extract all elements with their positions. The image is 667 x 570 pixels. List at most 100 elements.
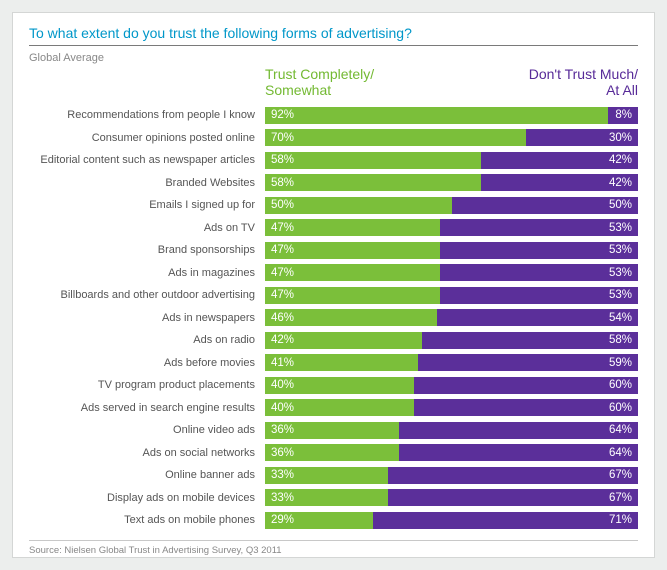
row-label: Brand sponsorships: [29, 244, 265, 256]
stacked-bar: 47%53%: [265, 264, 638, 281]
chart-row: Ads in newspapers46%54%: [29, 307, 638, 330]
column-headers: Trust Completely/Somewhat Don't Trust Mu…: [29, 66, 638, 98]
bar-segment-trust: 40%: [265, 377, 414, 394]
stacked-bar: 50%50%: [265, 197, 638, 214]
row-label: Text ads on mobile phones: [29, 514, 265, 526]
bar-segment-trust: 41%: [265, 354, 418, 371]
source-text: Source: Nielsen Global Trust in Advertis…: [29, 540, 638, 556]
bar-segment-trust: 92%: [265, 107, 608, 124]
row-label: Billboards and other outdoor advertising: [29, 289, 265, 301]
bar-segment-trust: 36%: [265, 422, 399, 439]
stacked-bar: 47%53%: [265, 219, 638, 236]
bar-segment-notrust: 42%: [481, 174, 638, 191]
bar-segment-trust: 58%: [265, 152, 481, 169]
bar-segment-notrust: 8%: [608, 107, 638, 124]
stacked-bar: 58%42%: [265, 174, 638, 191]
bar-segment-trust: 33%: [265, 489, 388, 506]
bar-segment-trust: 50%: [265, 197, 452, 214]
chart-card: To what extent do you trust the followin…: [12, 12, 655, 558]
stacked-bar: 92%8%: [265, 107, 638, 124]
bar-segment-notrust: 53%: [440, 287, 638, 304]
chart-row: Ads on radio42%58%: [29, 329, 638, 352]
row-label: Ads served in search engine results: [29, 402, 265, 414]
bar-segment-notrust: 53%: [440, 242, 638, 259]
stacked-bar: 47%53%: [265, 287, 638, 304]
stacked-bar: 33%67%: [265, 467, 638, 484]
row-label: Editorial content such as newspaper arti…: [29, 154, 265, 166]
row-label: Emails I signed up for: [29, 199, 265, 211]
row-label: Ads in newspapers: [29, 312, 265, 324]
bar-segment-trust: 47%: [265, 242, 440, 259]
stacked-bar: 58%42%: [265, 152, 638, 169]
chart-row: Billboards and other outdoor advertising…: [29, 284, 638, 307]
chart-row: Text ads on mobile phones29%71%: [29, 509, 638, 532]
chart-title: To what extent do you trust the followin…: [29, 25, 638, 46]
row-label: Online video ads: [29, 424, 265, 436]
bar-segment-notrust: 71%: [373, 512, 638, 529]
bar-segment-trust: 46%: [265, 309, 437, 326]
bar-segment-notrust: 54%: [437, 309, 638, 326]
row-label: Consumer opinions posted online: [29, 132, 265, 144]
row-label: Ads before movies: [29, 357, 265, 369]
bar-segment-trust: 70%: [265, 129, 526, 146]
chart-row: Ads in magazines47%53%: [29, 262, 638, 285]
bar-segment-trust: 36%: [265, 444, 399, 461]
chart-subtitle: Global Average: [29, 52, 638, 64]
bar-segment-notrust: 67%: [388, 467, 638, 484]
chart-row: Ads on social networks36%64%: [29, 442, 638, 465]
bar-segment-notrust: 60%: [414, 377, 638, 394]
header-trust: Trust Completely/Somewhat: [265, 66, 498, 98]
bar-segment-trust: 58%: [265, 174, 481, 191]
chart-row: Ads served in search engine results40%60…: [29, 397, 638, 420]
chart-rows: Recommendations from people I know92%8%C…: [29, 104, 638, 532]
bar-segment-notrust: 53%: [440, 219, 638, 236]
row-label: Display ads on mobile devices: [29, 492, 265, 504]
stacked-bar: 46%54%: [265, 309, 638, 326]
chart-row: Online video ads36%64%: [29, 419, 638, 442]
bar-segment-notrust: 64%: [399, 422, 638, 439]
row-label: Online banner ads: [29, 469, 265, 481]
stacked-bar: 29%71%: [265, 512, 638, 529]
chart-row: Consumer opinions posted online70%30%: [29, 127, 638, 150]
row-label: Ads on social networks: [29, 447, 265, 459]
row-label: Ads on TV: [29, 222, 265, 234]
row-label: Ads in magazines: [29, 267, 265, 279]
chart-row: Emails I signed up for50%50%: [29, 194, 638, 217]
bar-segment-notrust: 30%: [526, 129, 638, 146]
stacked-bar: 41%59%: [265, 354, 638, 371]
bar-segment-trust: 42%: [265, 332, 422, 349]
stacked-bar: 42%58%: [265, 332, 638, 349]
header-notrust: Don't Trust Much/At All: [498, 66, 638, 98]
bar-segment-trust: 47%: [265, 287, 440, 304]
row-label: Ads on radio: [29, 334, 265, 346]
stacked-bar: 70%30%: [265, 129, 638, 146]
chart-row: Recommendations from people I know92%8%: [29, 104, 638, 127]
bar-segment-notrust: 60%: [414, 399, 638, 416]
chart-row: Display ads on mobile devices33%67%: [29, 487, 638, 510]
bar-segment-notrust: 42%: [481, 152, 638, 169]
chart-row: Ads on TV47%53%: [29, 217, 638, 240]
chart-row: TV program product placements40%60%: [29, 374, 638, 397]
bar-segment-notrust: 58%: [422, 332, 638, 349]
stacked-bar: 36%64%: [265, 444, 638, 461]
bar-segment-trust: 47%: [265, 219, 440, 236]
stacked-bar: 33%67%: [265, 489, 638, 506]
stacked-bar: 40%60%: [265, 399, 638, 416]
bar-segment-notrust: 59%: [418, 354, 638, 371]
chart-row: Online banner ads33%67%: [29, 464, 638, 487]
bar-segment-trust: 29%: [265, 512, 373, 529]
chart-row: Brand sponsorships47%53%: [29, 239, 638, 262]
bar-segment-notrust: 50%: [452, 197, 639, 214]
stacked-bar: 47%53%: [265, 242, 638, 259]
bar-segment-notrust: 64%: [399, 444, 638, 461]
stacked-bar: 36%64%: [265, 422, 638, 439]
row-label: Branded Websites: [29, 177, 265, 189]
row-label: TV program product placements: [29, 379, 265, 391]
bar-segment-notrust: 53%: [440, 264, 638, 281]
chart-row: Ads before movies41%59%: [29, 352, 638, 375]
bar-segment-trust: 47%: [265, 264, 440, 281]
bar-segment-trust: 33%: [265, 467, 388, 484]
bar-segment-trust: 40%: [265, 399, 414, 416]
stacked-bar: 40%60%: [265, 377, 638, 394]
row-label: Recommendations from people I know: [29, 109, 265, 121]
